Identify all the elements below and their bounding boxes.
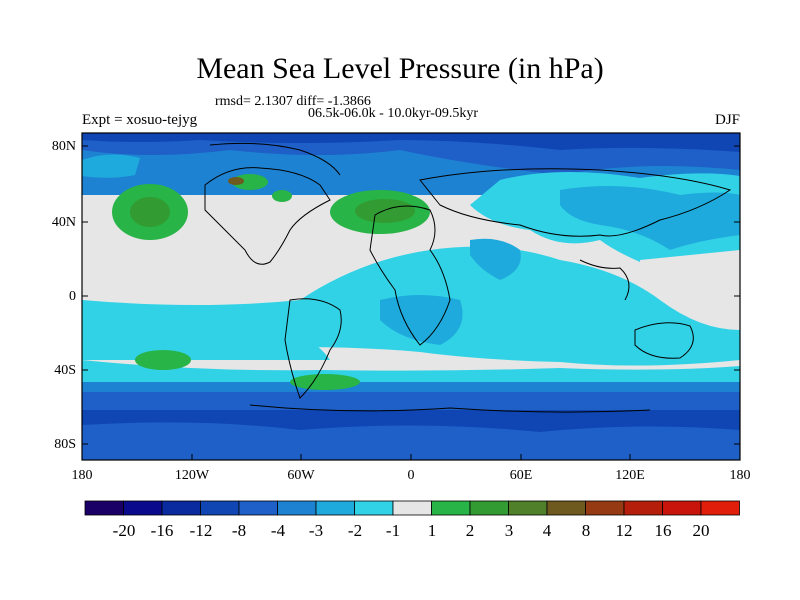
pressure-field bbox=[82, 133, 740, 460]
colorbar-box bbox=[315, 500, 355, 516]
lat-label-80n: 80N bbox=[51, 139, 76, 154]
colorbar-label: -1 bbox=[385, 521, 401, 540]
colorbar-box bbox=[277, 500, 317, 516]
colorbar-label: 12 bbox=[615, 521, 633, 540]
colorbar-box bbox=[238, 500, 278, 516]
colorbar-box bbox=[123, 500, 163, 516]
colorbar-box bbox=[546, 500, 586, 516]
colorbar-label: -12 bbox=[189, 521, 213, 540]
colorbar-label: -4 bbox=[270, 521, 286, 540]
lon-label-180e: 180 bbox=[729, 468, 751, 483]
season-label: DJF bbox=[714, 112, 740, 128]
lon-label-60e: 60E bbox=[509, 468, 533, 483]
lon-label-60w: 60W bbox=[287, 468, 315, 483]
colorbar-label: 8 bbox=[581, 521, 591, 540]
colorbar-label: -20 bbox=[112, 521, 136, 540]
colorbar-box bbox=[200, 500, 240, 516]
colorbar-label: 16 bbox=[654, 521, 672, 540]
lon-label-180w: 180 bbox=[71, 468, 93, 483]
colorbar-label: -8 bbox=[231, 521, 247, 540]
colorbar-box bbox=[161, 500, 201, 516]
lat-label-80s: 80S bbox=[54, 437, 76, 452]
map-title: Mean Sea Level Pressure (in hPa) bbox=[196, 52, 604, 85]
colorbar-label: 20 bbox=[692, 521, 710, 540]
colorbar-label: -3 bbox=[308, 521, 324, 540]
colorbar-label: 4 bbox=[542, 521, 552, 540]
colorbar-box bbox=[585, 500, 625, 516]
period-line: 06.5k-06.0k - 10.0kyr-09.5kyr bbox=[308, 106, 479, 121]
colorbar-box bbox=[700, 500, 740, 516]
lon-label-120w: 120W bbox=[174, 468, 210, 483]
colorbar-box bbox=[431, 500, 471, 516]
lon-label-0: 0 bbox=[407, 468, 415, 483]
colorbar-box bbox=[392, 500, 432, 516]
lat-label-40s: 40S bbox=[54, 363, 76, 378]
experiment-label: Expt = xosuo-tejyg bbox=[82, 112, 198, 128]
stats-line: rmsd= 2.1307 diff= -1.3866 bbox=[215, 94, 371, 109]
axis-ticks bbox=[81, 145, 741, 460]
colorbar-label: -2 bbox=[347, 521, 363, 540]
colorbar-box bbox=[508, 500, 548, 516]
colorbar bbox=[84, 500, 740, 516]
colorbar-box bbox=[354, 500, 394, 516]
colorbar-label: -16 bbox=[150, 521, 174, 540]
lat-label-40n: 40N bbox=[51, 215, 76, 230]
colorbar-box bbox=[623, 500, 663, 516]
colorbar-box bbox=[84, 500, 124, 516]
colorbar-box bbox=[469, 500, 509, 516]
lat-label-0: 0 bbox=[69, 289, 76, 304]
colorbar-label: 3 bbox=[504, 521, 514, 540]
colorbar-box bbox=[662, 500, 702, 516]
colorbar-label: 2 bbox=[465, 521, 475, 540]
lon-label-120e: 120E bbox=[615, 468, 645, 483]
colorbar-label: 1 bbox=[427, 521, 437, 540]
